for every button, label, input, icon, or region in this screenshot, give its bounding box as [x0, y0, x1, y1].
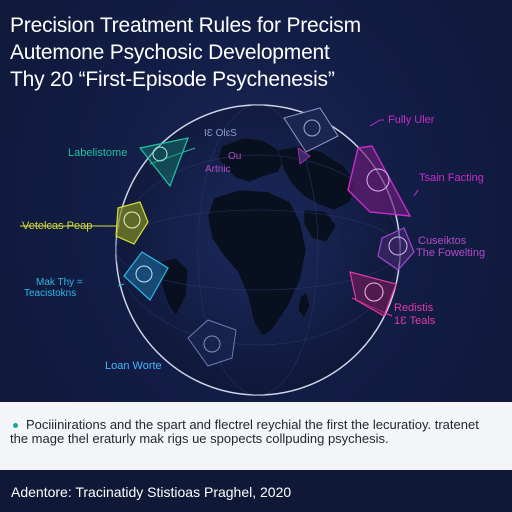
label-cuseiktos: Cuseiktos: [418, 235, 467, 247]
continents: [159, 137, 357, 337]
label-the-fowelting: The Fowelting: [416, 247, 486, 259]
label-labelistome: Labelistome: [68, 147, 128, 159]
marker-cyan: [123, 251, 169, 301]
title-line-3: Thy 20 “First-Episode Psychenesis”: [10, 68, 335, 91]
label-center-3: Artnic: [205, 164, 231, 175]
label-vetelcas-peap: Vetelcas Peap: [22, 220, 93, 232]
label-center-1: IƐ OlɛS: [204, 128, 237, 139]
marker-teal: [138, 137, 189, 188]
label-teacistokns: Teacistokns: [24, 288, 77, 299]
title-line-1: Precision Treatment Rules for Precism: [10, 14, 361, 37]
label-teals: 1Ɛ Teals: [394, 315, 436, 327]
caption-bullet: [13, 423, 18, 428]
label-mak-thy: Mak Thy =: [36, 277, 83, 288]
label-center-2: Ou: [228, 151, 242, 162]
marker-top-small: [283, 107, 339, 165]
globe-diagram: [20, 104, 419, 396]
marker-pink: [349, 271, 397, 317]
caption-panel: Pociiinirations and the spart and flectr…: [0, 402, 512, 470]
label-redistis: Redistis: [394, 302, 434, 314]
label-tsain-facting: Tsain Facting: [419, 172, 484, 184]
title-line-2: Autemone Psychosic Development: [10, 41, 330, 64]
marker-magenta-large: [347, 145, 412, 217]
footer-bar: Adentore: Tracinatidy Stistioas Praghel,…: [0, 470, 512, 512]
marker-outline: [187, 319, 237, 367]
marker-yellow: [115, 201, 149, 245]
label-fully-uler: Fully Uler: [388, 114, 435, 126]
label-loan-worte: Loan Worte: [105, 360, 162, 372]
marker-purple: [377, 227, 415, 271]
caption-text: Pociiinirations and the spart and flectr…: [10, 417, 479, 446]
footer-text: Adentore: Tracinatidy Stistioas Praghel,…: [11, 484, 292, 500]
